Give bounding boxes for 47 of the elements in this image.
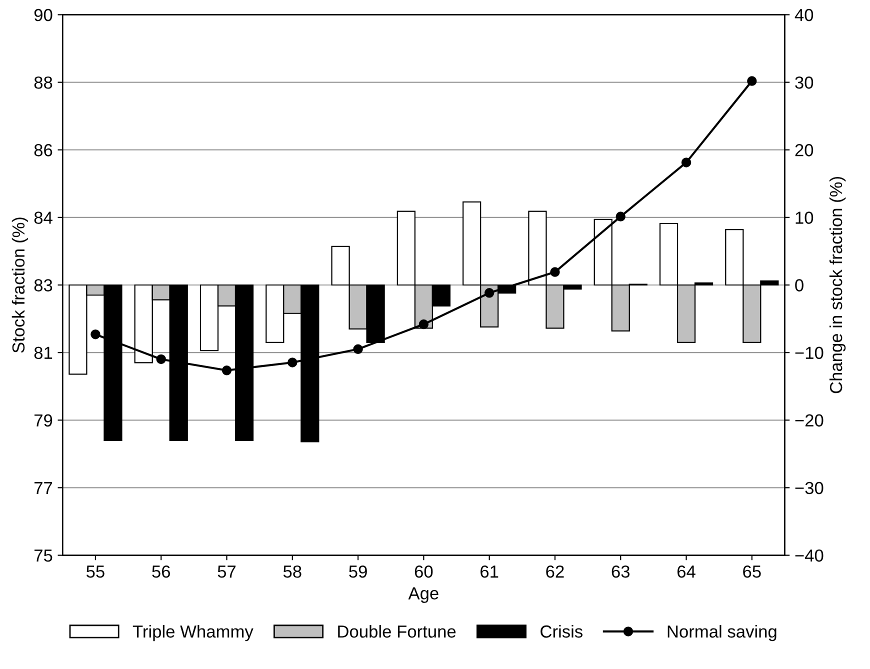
point	[681, 158, 692, 168]
legend-label: Triple Whammy	[132, 624, 254, 642]
point	[747, 76, 757, 86]
y2-tick-label: 0	[795, 279, 804, 292]
y-tick-label: 90	[34, 8, 52, 22]
point	[616, 212, 626, 222]
legend-label: Double Fortune	[338, 624, 456, 638]
y2-tick-label: 30	[795, 76, 814, 89]
point	[222, 366, 232, 376]
x-tick-label: 58	[283, 565, 302, 578]
point	[353, 344, 363, 354]
point	[90, 330, 100, 340]
x-tick-label: 63	[612, 565, 630, 578]
x-tick-label: 55	[86, 566, 104, 578]
x-tick-label: 59	[349, 565, 367, 578]
point	[418, 319, 429, 330]
x-tick-label: 56	[152, 565, 170, 578]
point	[550, 267, 560, 277]
y2-tick-label: −40	[795, 549, 824, 562]
y-tick-label: 83	[34, 279, 52, 292]
y2-tick-label: 40	[794, 8, 814, 22]
y-axis-title: Stock fraction (%)	[12, 218, 28, 353]
x-tick-label: 60	[414, 565, 433, 578]
y2-tick-label: 10	[796, 212, 814, 224]
y2-tick-label: 20	[795, 144, 814, 156]
y2-tick-label: −20	[795, 414, 824, 427]
x-tick-label: 64	[678, 565, 696, 578]
point	[484, 288, 494, 298]
legend-label: Crisis	[540, 624, 582, 638]
y-tick-label: 81	[34, 346, 52, 360]
x-tick-label: 57	[218, 566, 236, 578]
x-axis-title: Age	[408, 587, 438, 603]
legend-label: Normal saving	[668, 624, 776, 642]
y-tick-label: 79	[34, 414, 52, 427]
y-tick-label: 88	[34, 76, 52, 89]
point	[156, 354, 166, 364]
y-tick-label: 84	[34, 212, 52, 224]
x-tick-label: 65	[743, 565, 761, 578]
y2-tick-label: −10	[795, 346, 824, 360]
x-tick-label: 61	[480, 565, 498, 578]
y-tick-label: 86	[34, 144, 52, 156]
y2-tick-label: −30	[795, 482, 824, 494]
y-tick-label: 75	[34, 550, 52, 562]
x-tick-label: 62	[546, 565, 564, 578]
y-tick-label: 77	[34, 482, 52, 494]
y2-axis-title: Change in stock fraction (%)	[829, 177, 846, 394]
point	[288, 358, 298, 368]
